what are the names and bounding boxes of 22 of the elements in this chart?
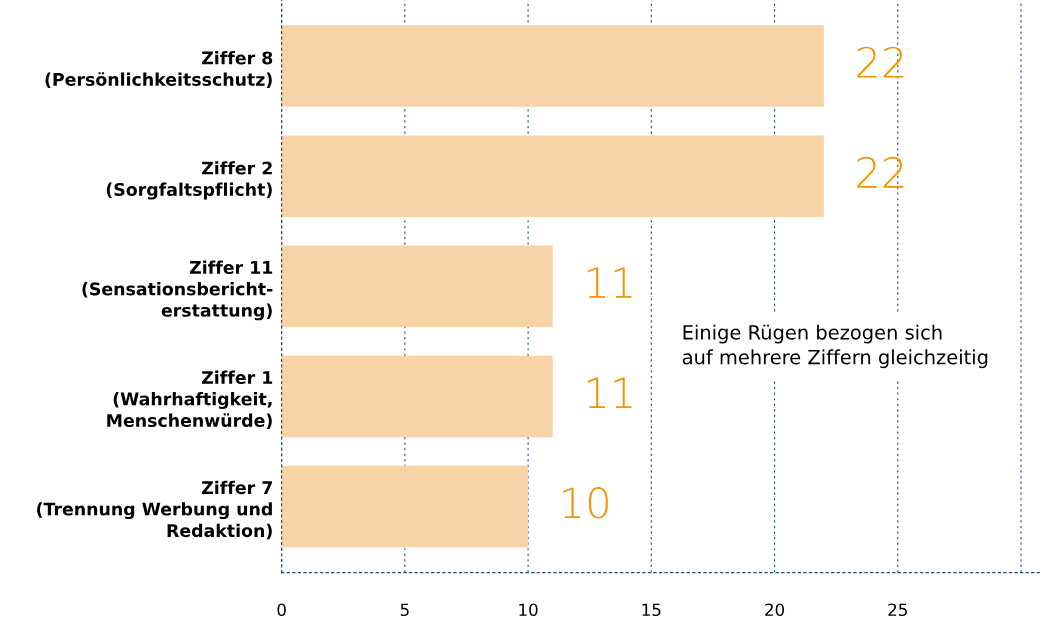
x-tick-label: 5 [400,603,409,617]
y-tick-label: Ziffer 8 (Persönlichkeitsschutz) [45,51,273,88]
bar [281,465,529,548]
y-tick-label: Ziffer 7 (Trennung Werbung und Redaktion) [37,480,272,540]
data-label: 10 [563,487,608,519]
data-label: 22 [857,46,904,78]
bar [281,135,824,217]
x-tick-label: 0 [277,603,286,617]
bar [281,25,824,107]
data-label: 11 [587,377,632,408]
y-tick-label: Ziffer 11 (Sensationsbericht- erstattung) [82,260,273,321]
data-label: 22 [857,156,904,188]
x-tick-label: 25 [888,603,907,617]
y-tick-label: Ziffer 2 (Sorgfaltspflicht) [106,161,272,200]
x-tick-label: 10 [519,603,538,617]
x-tick-label: 15 [642,603,661,617]
bar [281,245,553,328]
x-tick-label: 20 [765,603,785,617]
data-label: 11 [587,267,632,298]
y-tick-label: Ziffer 1 (Wahrhaftigkeit, Menschenwürde) [107,370,273,430]
bar [281,355,553,438]
annotation: Einige Rügen bezogen sich auf mehrere Ziffern gleichzeitig [682,324,988,369]
